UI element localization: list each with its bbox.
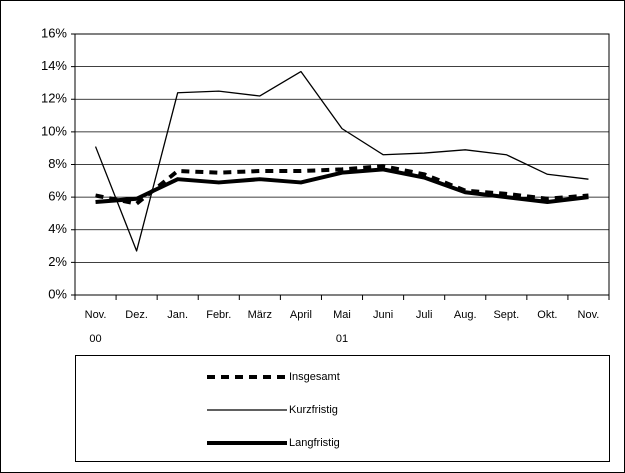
series-line	[95, 164, 589, 206]
x-tick-label: Febr.	[206, 309, 231, 321]
y-tick-label: 10%	[41, 123, 67, 138]
plot-frame	[74, 33, 610, 296]
x-tick-label: Aug.	[454, 309, 477, 321]
y-tick-label: 6%	[48, 189, 67, 204]
x-tick-label: Jan.	[167, 309, 188, 321]
legend-label: Insgesamt	[289, 371, 340, 383]
x-tick-label: Mai	[333, 309, 351, 321]
y-tick-label: 8%	[48, 156, 67, 171]
series-line	[95, 167, 589, 205]
x-tick-label: Sept.	[493, 309, 519, 321]
legend-box	[75, 355, 610, 462]
x-tick-label: Juli	[416, 309, 433, 321]
legend-label: Kurzfristig	[289, 404, 338, 416]
x-tick-label: Nov.	[578, 309, 600, 321]
x-tick-year: 01	[336, 333, 348, 345]
y-tick-label: 14%	[41, 58, 67, 73]
x-tick-label: April	[290, 309, 312, 321]
x-tick-label: März	[248, 309, 272, 321]
x-tick-year: 00	[89, 333, 101, 345]
y-tick-label: 2%	[48, 254, 67, 269]
y-tick-label: 16%	[41, 25, 67, 40]
series-line	[94, 70, 589, 252]
y-tick-label: 4%	[48, 221, 67, 236]
legend-label: Langfristig	[289, 437, 340, 449]
y-tick-label: 12%	[41, 91, 67, 106]
x-tick-label: Okt.	[537, 309, 557, 321]
y-tick-label: 0%	[48, 286, 67, 301]
x-tick-label: Juni	[373, 309, 393, 321]
x-tick-label: Dez.	[125, 309, 148, 321]
x-tick-label: Nov.	[85, 309, 107, 321]
